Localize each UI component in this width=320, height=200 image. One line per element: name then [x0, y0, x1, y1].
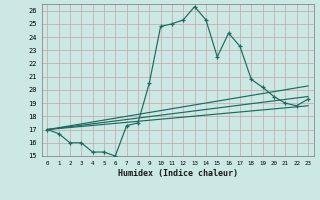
- X-axis label: Humidex (Indice chaleur): Humidex (Indice chaleur): [118, 169, 237, 178]
